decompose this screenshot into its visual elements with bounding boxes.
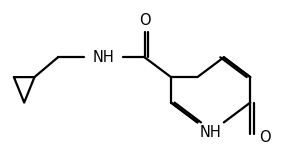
Text: NH: NH (93, 50, 114, 65)
Text: O: O (139, 13, 150, 28)
Text: NH: NH (200, 125, 222, 140)
Text: O: O (259, 130, 271, 145)
